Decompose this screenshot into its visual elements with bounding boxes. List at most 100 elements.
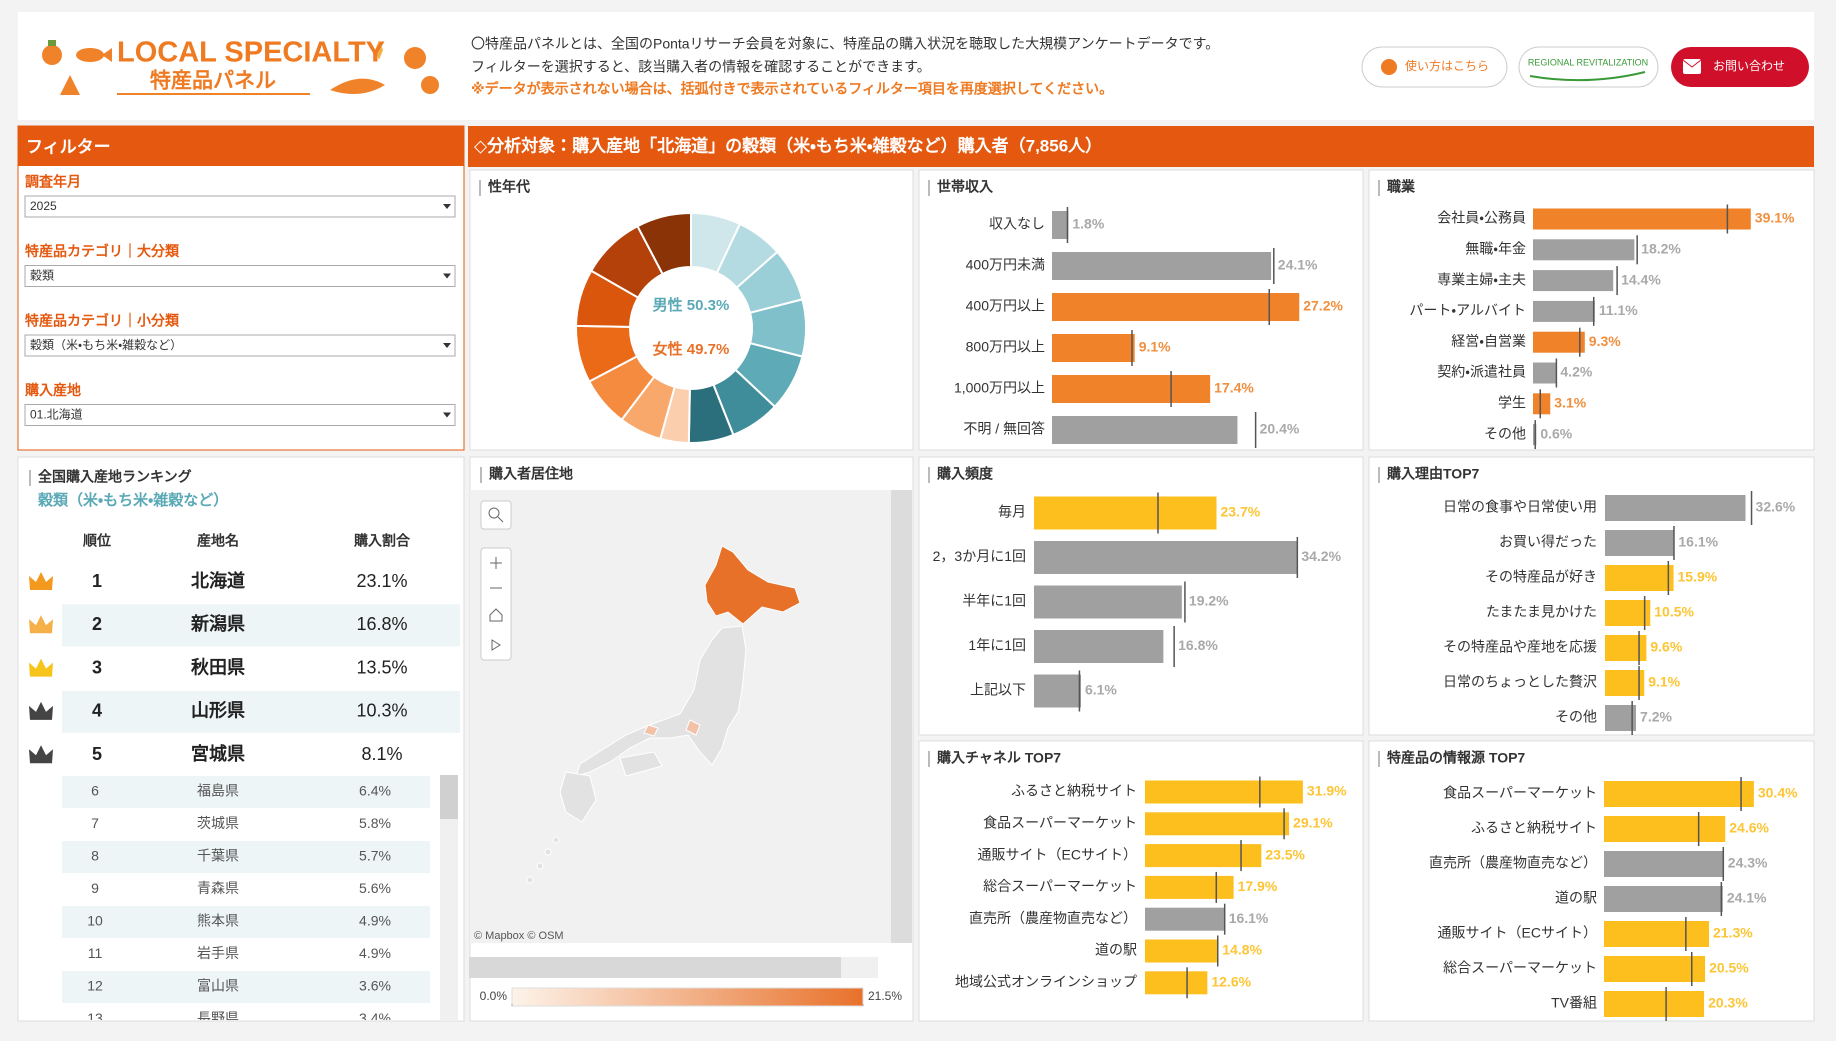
chart-title: 職業 bbox=[1387, 179, 1416, 195]
value-label: 39.1% bbox=[1755, 210, 1795, 226]
bar bbox=[1145, 844, 1262, 868]
chart-title: 世帯収入 bbox=[937, 179, 993, 195]
button-label[interactable]: お問い合わせ bbox=[1713, 59, 1785, 73]
colorbar bbox=[511, 987, 864, 1007]
filter-panel bbox=[17, 125, 465, 451]
bar bbox=[1034, 541, 1298, 574]
value-label: 24.1% bbox=[1727, 890, 1767, 906]
ranking-cell: 新潟県 bbox=[190, 613, 245, 634]
dropdown[interactable] bbox=[24, 404, 456, 426]
value-label: 34.2% bbox=[1301, 548, 1341, 564]
category-label: その特産品が好き bbox=[1485, 569, 1597, 585]
region-shikoku[interactable] bbox=[619, 751, 663, 777]
crown-icon bbox=[29, 701, 53, 720]
value-label: 6.1% bbox=[1085, 682, 1117, 698]
ranking-cell: 10 bbox=[87, 913, 103, 929]
value-label: 7.2% bbox=[1640, 709, 1672, 725]
ranking-cell: 6.4% bbox=[359, 783, 391, 799]
japan-map bbox=[526, 545, 801, 884]
category-label: 食品スーパーマーケット bbox=[1443, 785, 1597, 801]
value-label: 23.5% bbox=[1265, 846, 1305, 862]
column-header: 購入割合 bbox=[353, 533, 411, 549]
value-label: 29.1% bbox=[1293, 815, 1333, 831]
ranking-cell: 7 bbox=[91, 815, 99, 831]
description: 〇特産品パネルとは、全国のPontaリサーチ会員を対象に、特産品の購入状況を聴取… bbox=[471, 36, 1219, 52]
value-label: 14.8% bbox=[1222, 942, 1262, 958]
crown-icon bbox=[29, 615, 53, 634]
category-label: 道の駅 bbox=[1095, 942, 1137, 958]
value-label: 31.9% bbox=[1307, 783, 1347, 799]
row-shade bbox=[62, 604, 460, 647]
bar bbox=[1604, 991, 1705, 1017]
category-label: 会社員・公務員 bbox=[1437, 210, 1526, 226]
value-label: 20.5% bbox=[1709, 960, 1749, 976]
button-label[interactable]: 使い方はこちら bbox=[1405, 58, 1489, 73]
bar bbox=[1533, 393, 1551, 415]
help-button[interactable]: 使い方はこちら bbox=[1361, 46, 1508, 88]
value-label: 20.3% bbox=[1708, 995, 1748, 1011]
bar bbox=[1145, 939, 1219, 963]
bar bbox=[1052, 211, 1069, 239]
region-honshu[interactable] bbox=[575, 625, 747, 777]
category-label: 半年に1回 bbox=[962, 593, 1026, 609]
value-label: 0.6% bbox=[1540, 425, 1572, 441]
category-label: 専業主婦・主夫 bbox=[1437, 271, 1526, 287]
colorbar-label: 0.0% bbox=[480, 989, 508, 1003]
ranking-cell: 茨城県 bbox=[197, 815, 239, 831]
bar bbox=[1052, 375, 1211, 403]
value-label: 10.5% bbox=[1654, 604, 1694, 620]
ranking-cell: 熊本県 bbox=[197, 913, 239, 929]
scrollbar-thumb[interactable] bbox=[469, 957, 841, 978]
bar bbox=[1533, 300, 1595, 322]
category-label: 400万円以上 bbox=[966, 298, 1045, 314]
category-label: 道の駅 bbox=[1555, 890, 1597, 906]
value-label: 16.1% bbox=[1678, 534, 1718, 550]
region-kyushu[interactable] bbox=[559, 771, 597, 823]
description-note: ※データが表示されない場合は、括弧付きで表示されているフィルター項目を再度選択し… bbox=[471, 81, 1113, 97]
value-label: 9.1% bbox=[1648, 674, 1680, 690]
dropdown[interactable] bbox=[24, 334, 456, 357]
category-label: 学生 bbox=[1498, 395, 1526, 411]
scrollbar-thumb bbox=[440, 775, 458, 819]
bar bbox=[1533, 270, 1614, 292]
button-label[interactable]: REGIONAL REVITALIZATION bbox=[1528, 57, 1648, 67]
bar bbox=[1145, 907, 1225, 931]
dropdown-value: 穀類 bbox=[30, 269, 54, 283]
value-label: 12.6% bbox=[1211, 974, 1251, 990]
category-label: 2，3か月に1回 bbox=[933, 548, 1026, 564]
region-highlight[interactable] bbox=[685, 719, 701, 736]
region-hokkaido[interactable] bbox=[704, 545, 801, 625]
dropdown[interactable] bbox=[24, 195, 456, 218]
regional-button[interactable]: REGIONAL REVITALIZATION bbox=[1518, 46, 1659, 88]
filter-label: 調査年月 bbox=[25, 174, 81, 190]
bar bbox=[1604, 921, 1710, 947]
ranking-cell: 福島県 bbox=[197, 783, 239, 799]
value-label: 15.9% bbox=[1678, 569, 1718, 585]
zoom-controls[interactable] bbox=[480, 547, 512, 661]
value-label: 16.1% bbox=[1229, 910, 1269, 926]
ranking-cell: 3.6% bbox=[359, 978, 391, 994]
contact-button[interactable]: お問い合わせ bbox=[1671, 47, 1809, 87]
filter-label: 特産品カテゴリ｜大分類 bbox=[25, 243, 180, 259]
value-label: 21.3% bbox=[1713, 925, 1753, 941]
bar bbox=[1052, 293, 1300, 321]
category-label: その他 bbox=[1555, 709, 1597, 725]
dropdown-arrow bbox=[443, 273, 451, 279]
ranking-cell: 秋田県 bbox=[191, 656, 245, 677]
search-button[interactable] bbox=[480, 500, 512, 530]
value-label: 24.1% bbox=[1278, 257, 1318, 273]
value-label: 14.4% bbox=[1621, 271, 1661, 287]
category-label: 400万円未満 bbox=[966, 257, 1045, 273]
bar bbox=[1034, 585, 1182, 619]
header bbox=[18, 12, 1814, 120]
ranking-cell: 12 bbox=[87, 978, 103, 994]
region-highlight[interactable] bbox=[643, 724, 659, 737]
bar bbox=[1533, 239, 1635, 261]
scrollbar[interactable] bbox=[891, 490, 912, 943]
ranking-cell: 青森県 bbox=[197, 880, 239, 896]
map-controls bbox=[480, 500, 512, 661]
dropdown[interactable] bbox=[24, 265, 456, 287]
ranking-title: 全国購入産地ランキング bbox=[38, 469, 192, 485]
ranking-cell: 富山県 bbox=[197, 978, 239, 994]
